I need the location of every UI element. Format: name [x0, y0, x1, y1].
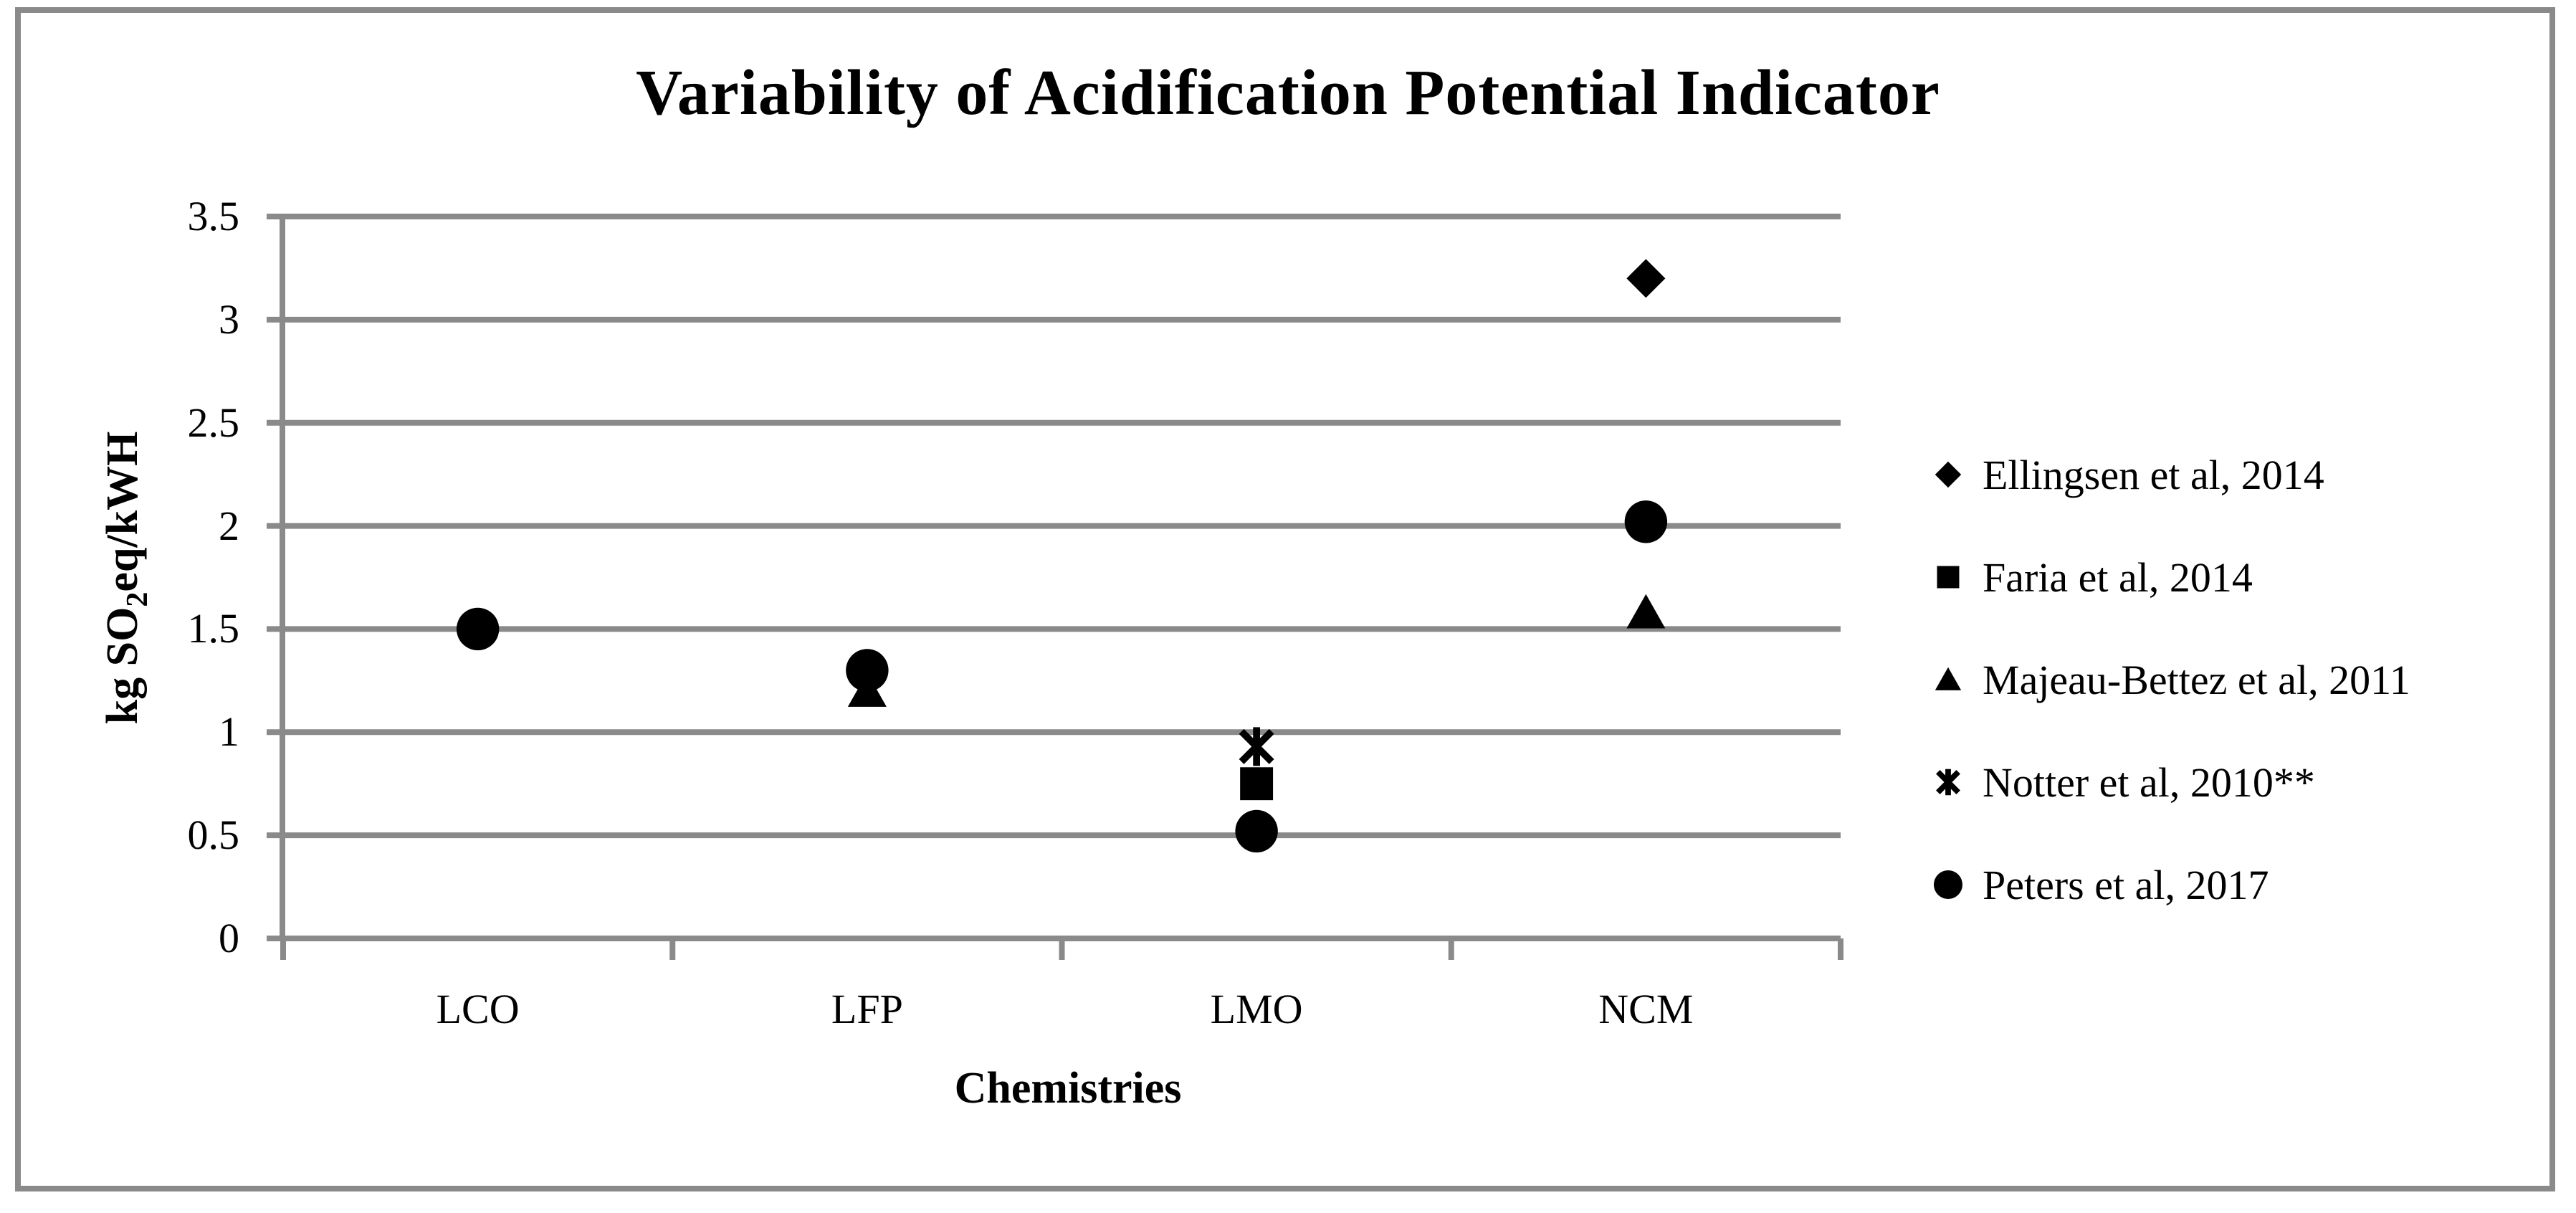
data-point-square [1240, 767, 1274, 801]
y-axis-title: kg SO2eq/kWH [97, 432, 155, 725]
y-tick-label: 2 [219, 502, 239, 549]
y-axis-title-text: kg SO [98, 606, 147, 725]
y-tick-label: 0.5 [187, 812, 240, 859]
data-point-circle [1624, 500, 1668, 543]
x-category-label-ncm: NCM [1598, 986, 1694, 1032]
chart-title: Variability of Acidification Potential I… [636, 57, 1940, 128]
legend-label: Majeau-Bettez et al, 2011 [1983, 656, 2410, 703]
y-tick-label: 2.5 [187, 399, 240, 446]
data-point-circle [1235, 809, 1278, 853]
x-category-label-lco: LCO [436, 986, 520, 1032]
legend-item: Peters et al, 2017 [1929, 852, 2269, 917]
legend-marker-square-icon [1937, 566, 1960, 589]
y-axis-title-text-suffix: eq/kWH [98, 431, 147, 592]
figure-border [15, 7, 2555, 1191]
legend-item: Majeau-Bettez et al, 2011 [1929, 647, 2410, 712]
y-tick-label: 1.5 [187, 605, 240, 652]
data-point-circle [456, 607, 500, 651]
data-point-star [1239, 727, 1274, 766]
legend-marker-diamond-icon [1935, 461, 1962, 488]
x-category-label-lfp: LFP [831, 986, 903, 1032]
data-point-diamond [1626, 259, 1666, 298]
legend-marker-star-icon [1936, 769, 1960, 796]
x-axis-title: Chemistries [954, 1064, 1182, 1113]
legend-label: Notter et al, 2010** [1983, 758, 2315, 806]
legend-label: Ellingsen et al, 2014 [1983, 451, 2324, 498]
y-axis-title-subscript: 2 [121, 591, 154, 607]
x-category-label-lmo: LMO [1210, 986, 1303, 1032]
legend-marker-circle-icon [1933, 870, 1963, 900]
y-tick-label: 1 [219, 708, 239, 756]
legend-marker-triangle-icon [1935, 667, 1962, 690]
legend-item: Faria et al, 2014 [1929, 545, 2253, 609]
y-tick-label: 3.5 [187, 193, 240, 239]
legend-item: Ellingsen et al, 2014 [1929, 442, 2324, 507]
y-tick-label: 0 [219, 915, 239, 961]
legend-label: Peters et al, 2017 [1983, 861, 2269, 908]
legend-label: Faria et al, 2014 [1983, 553, 2253, 601]
data-point-circle [846, 649, 889, 692]
data-point-triangle [1626, 594, 1666, 629]
y-tick-label: 3 [219, 295, 239, 343]
legend-item: Notter et al, 2010** [1929, 750, 2315, 814]
